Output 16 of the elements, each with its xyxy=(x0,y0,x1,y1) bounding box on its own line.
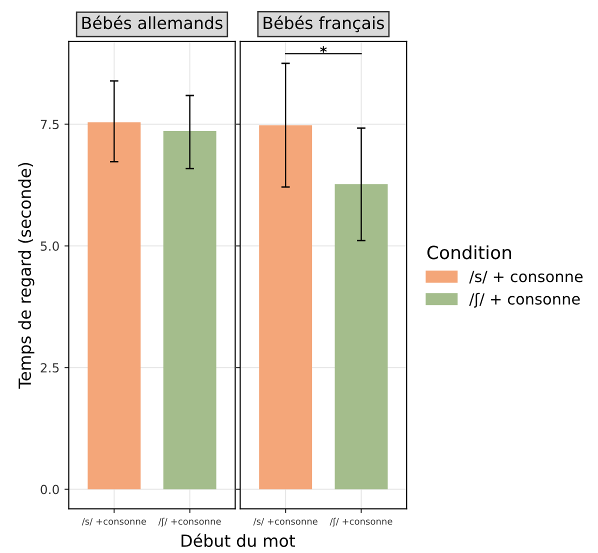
x-tick-label: /s/ +consonne xyxy=(253,518,318,526)
y-tick-label: 2.5 xyxy=(40,363,59,373)
legend-title: Condition xyxy=(427,245,511,260)
y-tick-label: 7.5 xyxy=(40,120,59,130)
y-axis-title: Temps de regard (seconde) xyxy=(18,162,34,389)
x-tick-label: /ʃ/ +consonne xyxy=(330,518,392,527)
x-axis-title: Début du mot xyxy=(182,533,296,548)
y-tick-label: 0.0 xyxy=(40,484,59,494)
x-tick-label: /ʃ/ +consonne xyxy=(158,518,221,527)
legend-label: /s/ + consonne xyxy=(469,270,583,284)
y-tick-label: 5.0 xyxy=(40,241,59,251)
legend-label: /ʃ/ + consonne xyxy=(469,292,580,308)
x-tick-label: /s/ +consonne xyxy=(82,518,146,526)
chart-title: Bébés allemands xyxy=(82,16,222,30)
chart-title: Bébés français xyxy=(264,16,384,32)
annotation: * xyxy=(320,46,327,53)
